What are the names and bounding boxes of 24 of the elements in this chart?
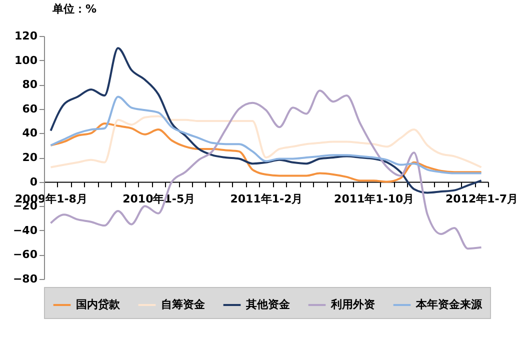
y-tick-label: −80 bbox=[12, 272, 38, 286]
legend-label: 其他资金 bbox=[245, 298, 291, 311]
legend-label: 自筹资金 bbox=[161, 298, 206, 311]
line-series bbox=[50, 47, 482, 194]
y-tick-label: 20 bbox=[22, 151, 38, 164]
legend-label: 利用外资 bbox=[330, 298, 375, 311]
y-tick-label: 60 bbox=[22, 102, 38, 116]
y-tick-label: −60 bbox=[12, 248, 38, 262]
y-axis-title: 单位：% bbox=[52, 2, 97, 16]
line-series bbox=[50, 122, 482, 183]
y-tick-label: 80 bbox=[22, 78, 38, 92]
line-series bbox=[50, 115, 482, 168]
legend-label: 本年资金来源 bbox=[415, 298, 483, 311]
y-tick-label: −40 bbox=[12, 224, 38, 237]
y-tick-label: 0 bbox=[30, 175, 38, 188]
legend-label: 国内贷款 bbox=[76, 298, 121, 311]
x-tick-label: 2011年1-10月 bbox=[334, 192, 414, 206]
x-tick-label: 2012年1-7月 bbox=[446, 192, 518, 206]
y-tick-label: 120 bbox=[14, 30, 38, 42]
y-tick-label: 100 bbox=[14, 54, 38, 67]
x-tick-label: 2010年1-5月 bbox=[122, 192, 196, 206]
y-tick-label: 40 bbox=[22, 126, 38, 140]
line-series bbox=[50, 96, 482, 174]
x-tick-label: 2011年1-2月 bbox=[230, 192, 303, 206]
